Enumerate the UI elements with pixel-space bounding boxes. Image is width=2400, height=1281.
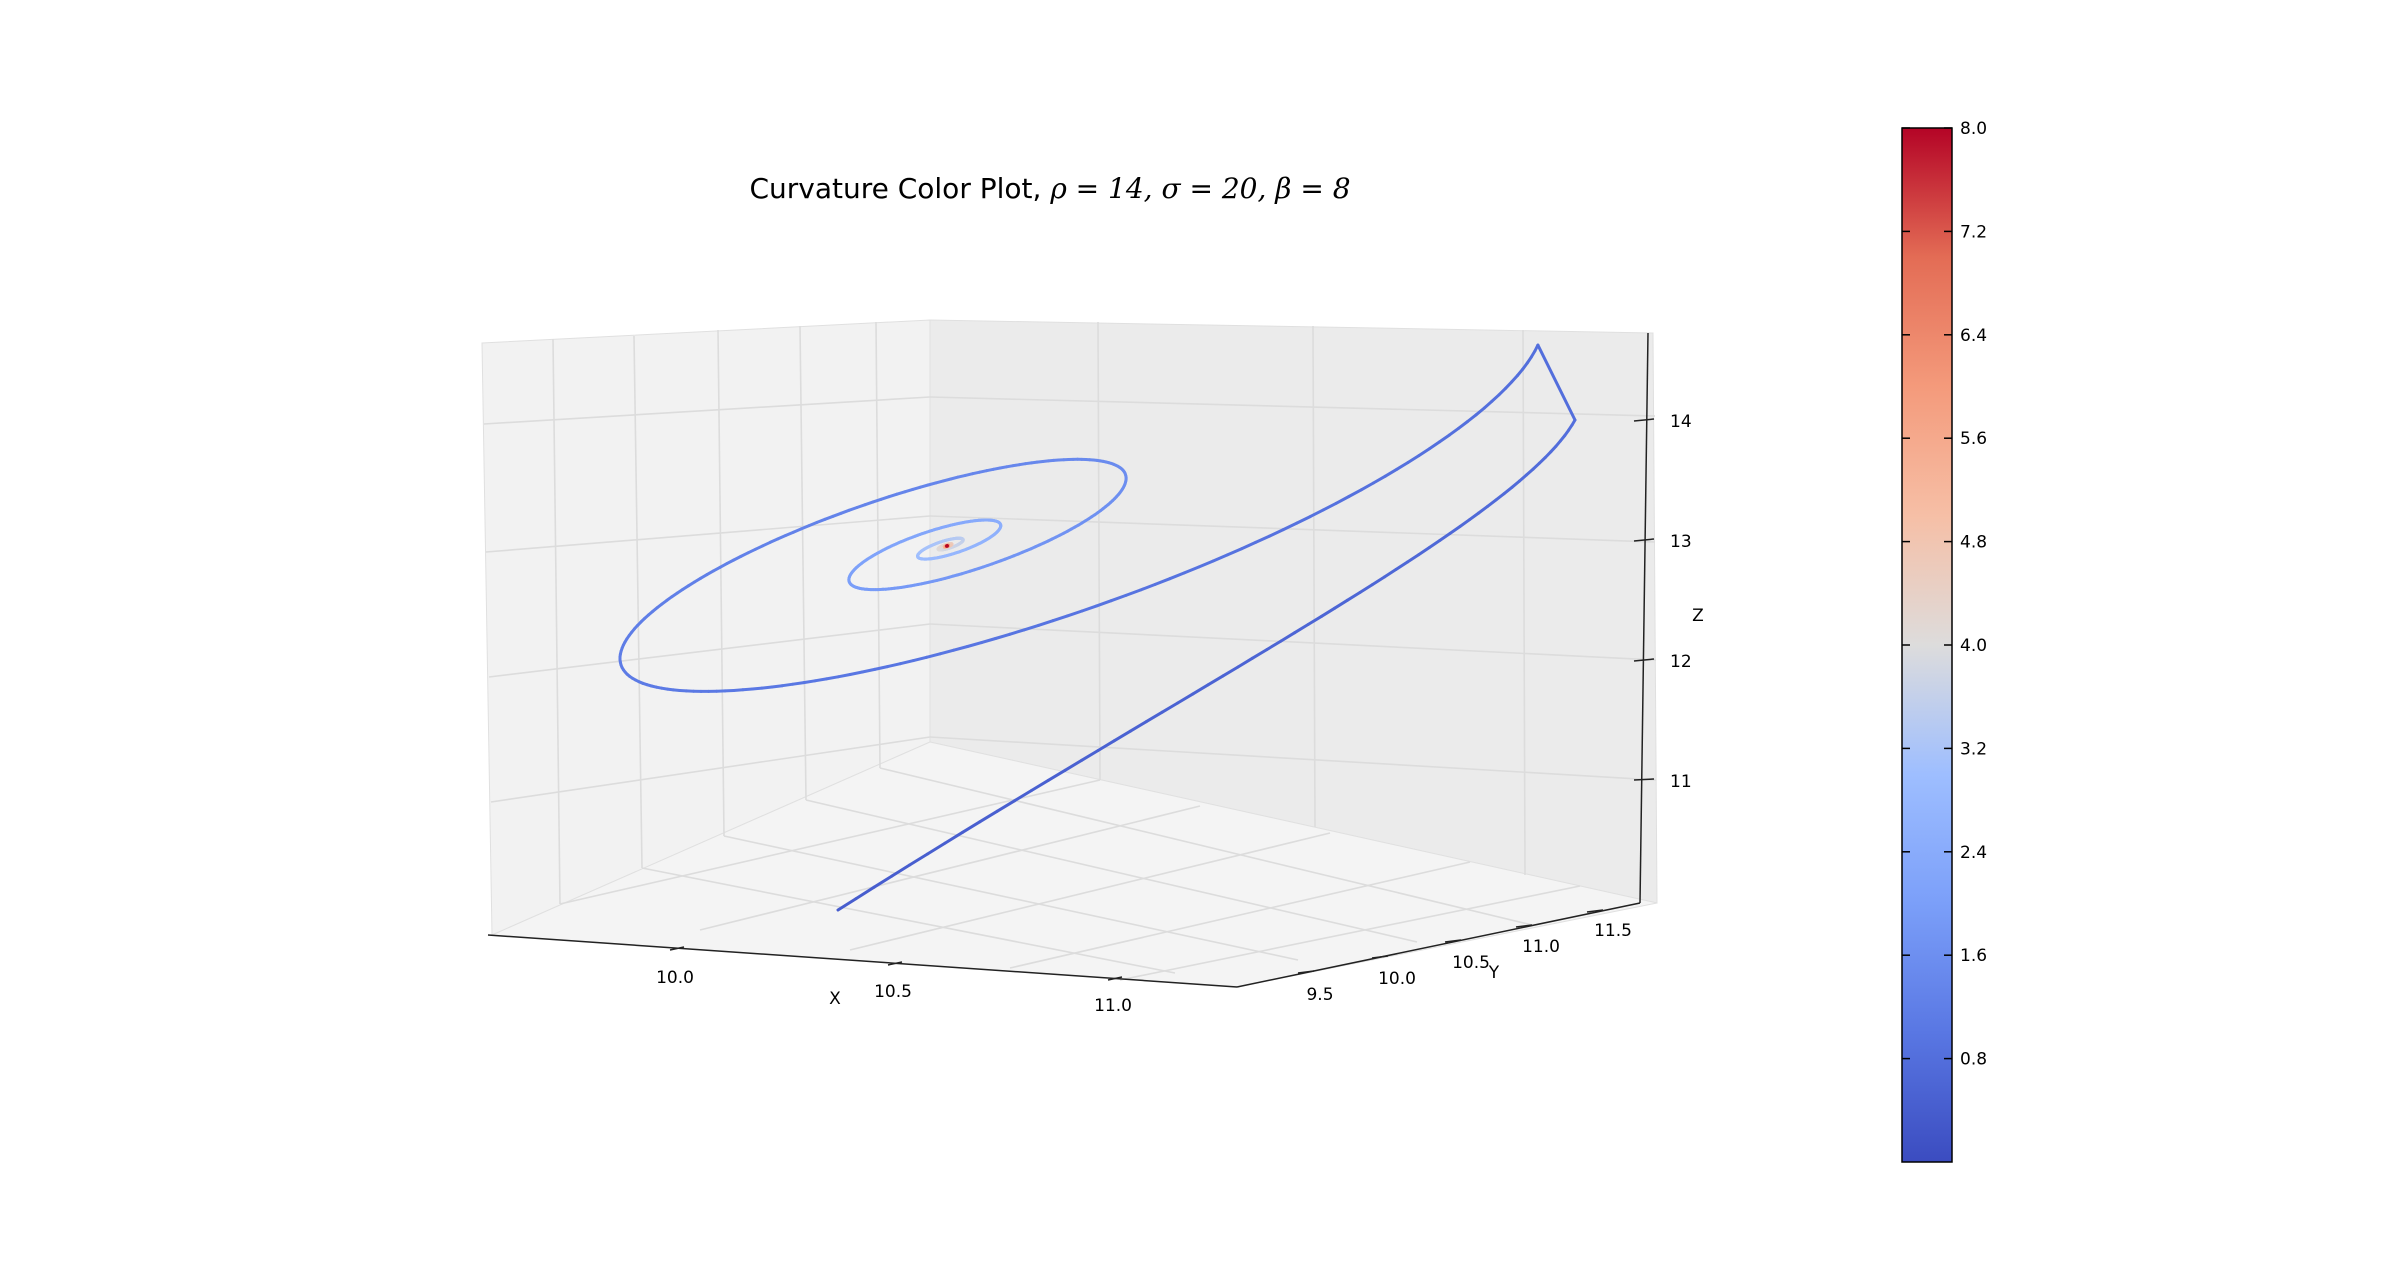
z-tick-mark bbox=[1634, 779, 1654, 780]
y-tick-label: 10.5 bbox=[1452, 953, 1490, 973]
colorbar-tick-label: 6.4 bbox=[1960, 326, 1987, 346]
trajectory-segment bbox=[762, 687, 772, 688]
colorbar-tick-label: 8.0 bbox=[1960, 119, 1987, 139]
z-axis-label: Z bbox=[1692, 606, 1704, 626]
trajectory-segment bbox=[782, 684, 793, 686]
colorbar-tick-label: 5.6 bbox=[1960, 429, 1987, 449]
colorbar-tick-label: 7.2 bbox=[1960, 222, 1987, 242]
chart-title: Curvature Color Plot, ρ = 14, σ = 20, β … bbox=[0, 172, 2100, 205]
z-tick-label: 12 bbox=[1670, 652, 1692, 672]
colorbar-tick-label: 4.8 bbox=[1960, 533, 1987, 553]
y-tick-label: 11.0 bbox=[1522, 937, 1560, 957]
trajectory-segment bbox=[815, 679, 826, 681]
x-tick-label: 11.0 bbox=[1094, 996, 1132, 1016]
trajectory-segment bbox=[826, 677, 838, 679]
colorbar-tick-label: 4.0 bbox=[1960, 636, 1987, 656]
x-axis-label: X bbox=[829, 989, 841, 1009]
colorbar-tick-label: 0.8 bbox=[1960, 1050, 1987, 1070]
trajectory-segment bbox=[804, 681, 815, 683]
z-tick-label: 13 bbox=[1670, 532, 1692, 552]
y-tick-label: 10.0 bbox=[1378, 969, 1416, 989]
y-tick-label: 9.5 bbox=[1306, 985, 1333, 1005]
z-tick-label: 11 bbox=[1670, 772, 1692, 792]
colorbar-tick-label: 1.6 bbox=[1960, 946, 1987, 966]
trajectory-segment bbox=[793, 683, 804, 685]
colorbar-tick-label: 3.2 bbox=[1960, 739, 1987, 759]
y-axis-label: Y bbox=[1488, 963, 1500, 983]
z-tick-label: 14 bbox=[1670, 412, 1692, 432]
colorbar-tick-label: 2.4 bbox=[1960, 843, 1987, 863]
y-tick-label: 11.5 bbox=[1594, 921, 1632, 941]
x-tick-label: 10.5 bbox=[874, 982, 912, 1002]
trajectory-segment bbox=[772, 686, 782, 687]
chart-title-params: ρ = 14, σ = 20, β = 8 bbox=[1050, 172, 1350, 205]
x-tick-label: 10.0 bbox=[656, 968, 694, 988]
chart-title-prefix: Curvature Color Plot, bbox=[749, 172, 1050, 205]
